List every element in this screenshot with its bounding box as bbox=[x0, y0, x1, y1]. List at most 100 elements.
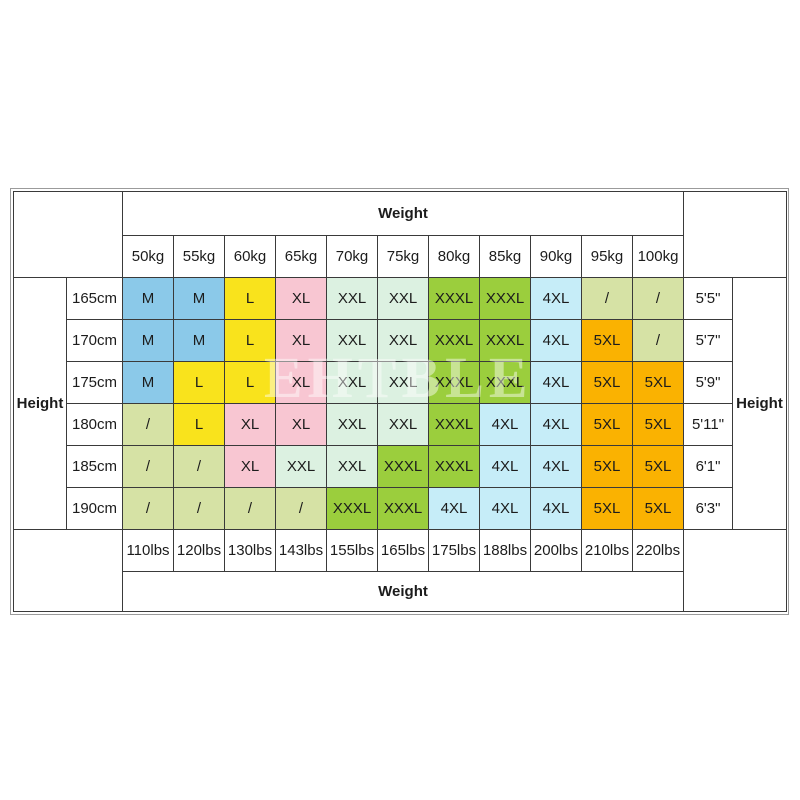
size-cell: XL bbox=[275, 319, 327, 362]
size-cell: XXL bbox=[377, 277, 429, 320]
lbs-column-header: 220lbs bbox=[631, 529, 685, 572]
size-cell: / bbox=[631, 277, 685, 320]
kg-column-header: 75kg bbox=[377, 235, 429, 278]
kg-column-header: 60kg bbox=[224, 235, 276, 278]
kg-column-header: 85kg bbox=[479, 235, 531, 278]
size-cell: XXXL bbox=[326, 487, 378, 530]
lbs-column-header: 175lbs bbox=[428, 529, 480, 572]
height-label-right: Height bbox=[732, 277, 788, 530]
size-cell: / bbox=[173, 487, 225, 530]
size-cell: 4XL bbox=[428, 487, 480, 530]
size-cell: 4XL bbox=[530, 319, 582, 362]
size-cell: XXL bbox=[377, 403, 429, 446]
lbs-column-header: 110lbs bbox=[122, 529, 174, 572]
size-cell: 4XL bbox=[530, 277, 582, 320]
size-cell: XL bbox=[275, 403, 327, 446]
size-cell: XL bbox=[275, 361, 327, 404]
size-cell: XL bbox=[224, 403, 276, 446]
size-cell: 4XL bbox=[479, 487, 531, 530]
height-label-left: Height bbox=[13, 277, 67, 530]
size-cell: XXXL bbox=[428, 277, 480, 320]
weight-header-top: Weight bbox=[121, 191, 685, 236]
size-cell: L bbox=[224, 319, 276, 362]
corner-bottom-right bbox=[683, 529, 788, 612]
size-cell: XXL bbox=[326, 403, 378, 446]
size-cell: XXXL bbox=[428, 361, 480, 404]
size-cell: L bbox=[224, 277, 276, 320]
kg-column-header: 100kg bbox=[631, 235, 685, 278]
size-cell: 4XL bbox=[530, 445, 582, 488]
height-cm-cell: 185cm bbox=[66, 445, 123, 488]
size-chart-table: Weight 50kg 55kg 60kg 65kg 70kg 75kg 80k… bbox=[10, 188, 789, 615]
size-cell: XL bbox=[224, 445, 276, 488]
height-cm-cell: 175cm bbox=[66, 361, 123, 404]
lbs-column-header: 165lbs bbox=[377, 529, 429, 572]
size-cell: M bbox=[173, 277, 225, 320]
kg-column-header: 65kg bbox=[275, 235, 327, 278]
size-cell: / bbox=[581, 277, 633, 320]
size-cell: XXXL bbox=[479, 361, 531, 404]
size-cell: 5XL bbox=[581, 445, 633, 488]
size-cell: 4XL bbox=[530, 403, 582, 446]
size-cell: / bbox=[631, 319, 685, 362]
size-cell: / bbox=[122, 445, 174, 488]
size-cell: XXL bbox=[326, 277, 378, 320]
size-cell: / bbox=[122, 403, 174, 446]
kg-column-header: 55kg bbox=[173, 235, 225, 278]
size-cell: XXL bbox=[326, 361, 378, 404]
lbs-column-header: 143lbs bbox=[275, 529, 327, 572]
corner-top-left bbox=[13, 191, 123, 278]
size-cell: / bbox=[224, 487, 276, 530]
size-cell: 5XL bbox=[581, 319, 633, 362]
corner-top-right bbox=[683, 191, 788, 278]
size-cell: 5XL bbox=[631, 361, 685, 404]
size-cell: 4XL bbox=[479, 403, 531, 446]
size-cell: XXL bbox=[377, 361, 429, 404]
size-cell: XXXL bbox=[377, 445, 429, 488]
size-cell: XXXL bbox=[479, 319, 531, 362]
size-cell: XXXL bbox=[377, 487, 429, 530]
size-chart: Weight 50kg 55kg 60kg 65kg 70kg 75kg 80k… bbox=[13, 191, 788, 612]
lbs-column-header: 130lbs bbox=[224, 529, 276, 572]
height-ft-cell: 5'5" bbox=[683, 277, 734, 320]
size-cell: 5XL bbox=[631, 487, 685, 530]
size-cell: 4XL bbox=[530, 361, 582, 404]
lbs-column-header: 210lbs bbox=[581, 529, 633, 572]
size-cell: 4XL bbox=[530, 487, 582, 530]
size-cell: M bbox=[122, 277, 174, 320]
size-cell: XXXL bbox=[428, 445, 480, 488]
lbs-column-header: 120lbs bbox=[173, 529, 225, 572]
size-cell: XXXL bbox=[428, 319, 480, 362]
size-cell: 4XL bbox=[479, 445, 531, 488]
size-cell: XXXL bbox=[428, 403, 480, 446]
corner-bottom-left bbox=[13, 529, 123, 612]
size-cell: XXXL bbox=[479, 277, 531, 320]
size-cell: XXL bbox=[275, 445, 327, 488]
size-cell: M bbox=[122, 361, 174, 404]
lbs-column-header: 188lbs bbox=[479, 529, 531, 572]
height-ft-cell: 5'7" bbox=[683, 319, 734, 362]
size-cell: 5XL bbox=[631, 445, 685, 488]
size-cell: 5XL bbox=[581, 403, 633, 446]
height-cm-cell: 165cm bbox=[66, 277, 123, 320]
height-cm-cell: 180cm bbox=[66, 403, 123, 446]
size-cell: XXL bbox=[326, 445, 378, 488]
size-cell: M bbox=[173, 319, 225, 362]
kg-column-header: 50kg bbox=[122, 235, 174, 278]
size-cell: 5XL bbox=[581, 361, 633, 404]
size-cell: M bbox=[122, 319, 174, 362]
size-cell: 5XL bbox=[631, 403, 685, 446]
height-ft-cell: 6'3" bbox=[683, 487, 734, 530]
size-cell: L bbox=[173, 403, 225, 446]
size-cell: 5XL bbox=[581, 487, 633, 530]
height-cm-cell: 170cm bbox=[66, 319, 123, 362]
size-cell: / bbox=[275, 487, 327, 530]
size-cell: / bbox=[173, 445, 225, 488]
kg-column-header: 70kg bbox=[326, 235, 378, 278]
kg-column-header: 80kg bbox=[428, 235, 480, 278]
height-cm-cell: 190cm bbox=[66, 487, 123, 530]
lbs-column-header: 200lbs bbox=[530, 529, 582, 572]
kg-column-header: 90kg bbox=[530, 235, 582, 278]
size-cell: L bbox=[224, 361, 276, 404]
kg-column-header: 95kg bbox=[581, 235, 633, 278]
